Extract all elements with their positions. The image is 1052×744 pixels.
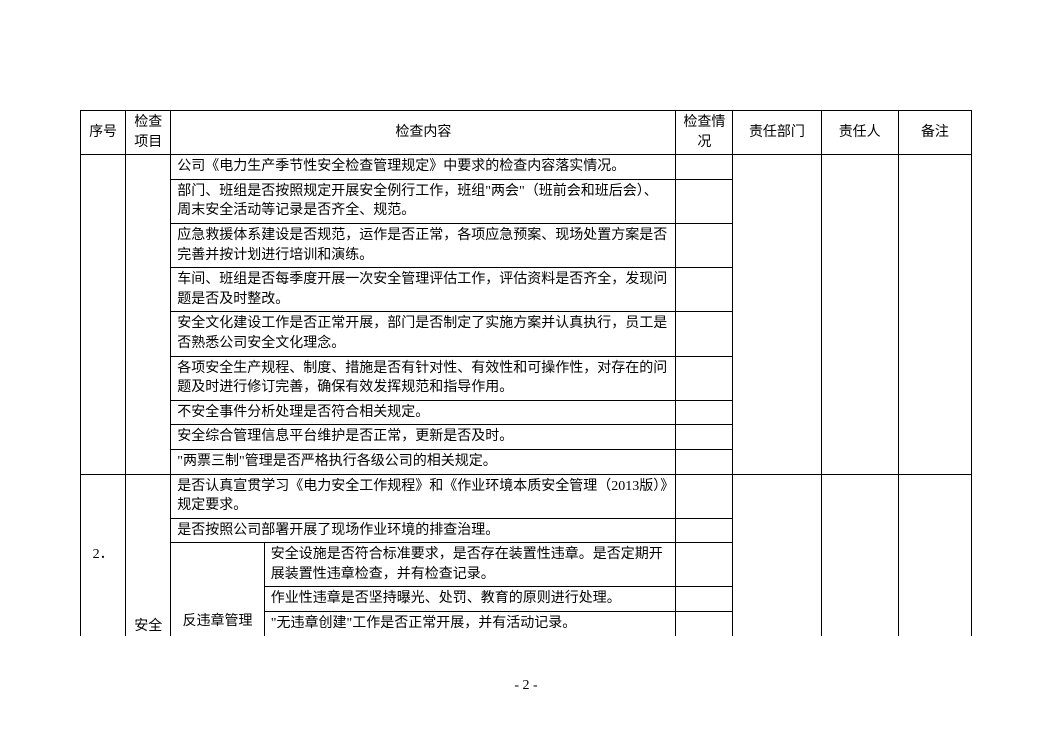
status-cell — [676, 179, 733, 223]
sub-label-cell: 反违章管理 — [171, 543, 265, 636]
item-cell-continuation — [126, 155, 171, 474]
page-number: - 2 - — [0, 678, 1052, 694]
seq-cell: 2． — [81, 474, 126, 636]
status-cell — [676, 155, 733, 180]
content-cell: 不安全事件分析处理是否符合相关规定。 — [171, 400, 676, 425]
content-cell: 是否认真宣贯学习《电力安全工作规程》和《作业环境本质安全管理（2013版）》规定… — [171, 474, 676, 518]
content-cell: 各项安全生产规程、制度、措施是否有针对性、有效性和可操作性，对存在的问题及时进行… — [171, 356, 676, 400]
status-cell — [676, 312, 733, 356]
content-cell: 应急救援体系建设是否规范，运作是否正常，各项应急预案、现场处置方案是否完善并按计… — [171, 223, 676, 267]
status-cell — [676, 543, 733, 587]
header-person: 责任人 — [821, 111, 898, 155]
dept-cell — [733, 474, 821, 636]
document-page: 序号 检查项目 检查内容 检查情况 责任部门 责任人 备注 公司《电力生产季节性… — [0, 0, 1052, 636]
dept-cell — [733, 155, 821, 474]
table-row: 公司《电力生产季节性安全检查管理规定》中要求的检查内容落实情况。 — [81, 155, 972, 180]
header-content: 检查内容 — [171, 111, 676, 155]
status-cell — [676, 587, 733, 612]
header-status: 检查情况 — [676, 111, 733, 155]
header-item: 检查项目 — [126, 111, 171, 155]
remark-cell — [898, 474, 971, 636]
person-cell — [821, 474, 898, 636]
status-cell — [676, 425, 733, 450]
table-row: 2． 安全 是否认真宣贯学习《电力安全工作规程》和《作业环境本质安全管理（201… — [81, 474, 972, 518]
header-dept: 责任部门 — [733, 111, 821, 155]
status-cell — [676, 400, 733, 425]
content-cell: 安全文化建设工作是否正常开展，部门是否制定了实施方案并认真执行，员工是否熟悉公司… — [171, 312, 676, 356]
person-cell — [821, 155, 898, 474]
seq-cell-continuation — [81, 155, 126, 474]
content-cell: 公司《电力生产季节性安全检查管理规定》中要求的检查内容落实情况。 — [171, 155, 676, 180]
content-cell: 作业性违章是否坚持曝光、处罚、教育的原则进行处理。 — [264, 587, 676, 612]
header-remark: 备注 — [898, 111, 971, 155]
content-cell: 安全综合管理信息平台维护是否正常，更新是否及时。 — [171, 425, 676, 450]
content-cell: 是否按照公司部署开展了现场作业环境的排查治理。 — [171, 518, 676, 543]
content-cell: "无违章创建"工作是否正常开展，并有活动记录。 — [264, 612, 676, 636]
item-cell: 安全 — [126, 474, 171, 636]
content-cell: 部门、班组是否按照规定开展安全例行工作，班组"两会"（班前会和班后会）、周末安全… — [171, 179, 676, 223]
status-cell — [676, 518, 733, 543]
header-seq: 序号 — [81, 111, 126, 155]
inspection-table: 序号 检查项目 检查内容 检查情况 责任部门 责任人 备注 公司《电力生产季节性… — [80, 110, 972, 636]
status-cell — [676, 268, 733, 312]
status-cell — [676, 612, 733, 636]
content-cell: "两票三制"管理是否严格执行各级公司的相关规定。 — [171, 449, 676, 474]
table-header-row: 序号 检查项目 检查内容 检查情况 责任部门 责任人 备注 — [81, 111, 972, 155]
status-cell — [676, 474, 733, 518]
status-cell — [676, 356, 733, 400]
content-cell: 车间、班组是否每季度开展一次安全管理评估工作，评估资料是否齐全，发现问题是否及时… — [171, 268, 676, 312]
remark-cell — [898, 155, 971, 474]
status-cell — [676, 449, 733, 474]
status-cell — [676, 223, 733, 267]
content-cell: 安全设施是否符合标准要求，是否存在装置性违章。是否定期开展装置性违章检查，并有检… — [264, 543, 676, 587]
